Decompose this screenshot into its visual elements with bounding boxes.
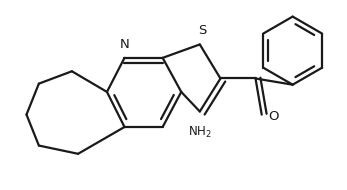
Text: O: O [268,110,278,123]
Text: N: N [120,38,129,51]
Text: S: S [198,24,206,37]
Text: NH$_2$: NH$_2$ [188,125,212,140]
